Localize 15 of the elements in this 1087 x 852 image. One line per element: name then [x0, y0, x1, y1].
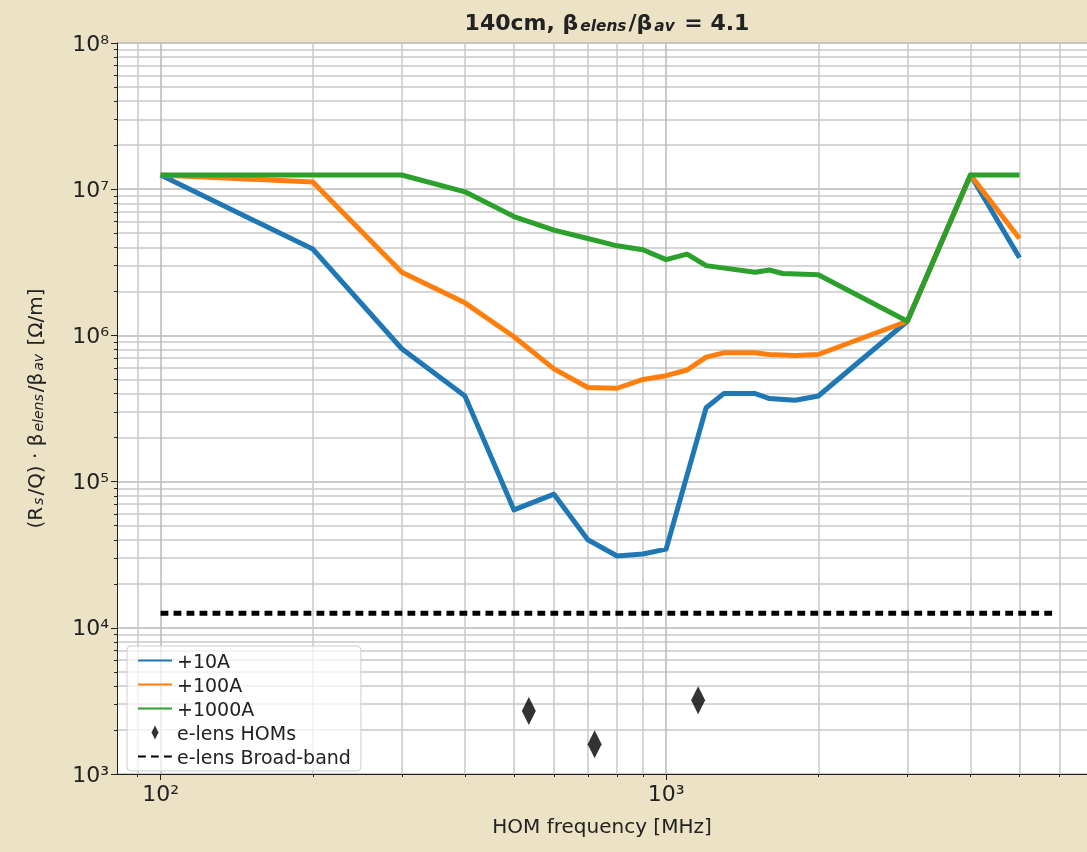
y-tick-label: 10⁷ [72, 176, 109, 202]
y-tick-label: 10⁴ [72, 615, 110, 641]
legend-label: e-lens Broad-band [177, 745, 351, 768]
chart-title: 140cm, βelens/βav = 4.1 [464, 9, 750, 35]
y-axis-title: (Rs/Q) · βelens/βav [Ω/m] [23, 288, 47, 529]
y-tick-label: 10⁸ [72, 30, 110, 56]
y-tick-label: 10³ [72, 761, 109, 787]
legend-label: e-lens HOMs [177, 721, 297, 744]
legend-label: +1000A [177, 697, 255, 720]
legend-label: +100A [177, 673, 243, 696]
x-tick-label: 10² [142, 780, 179, 806]
legend-label: +10A [177, 649, 231, 672]
x-axis-title: HOM frequency [MHz] [492, 814, 712, 838]
y-tick-label: 10⁶ [72, 322, 110, 348]
y-tick-label: 10⁵ [72, 469, 109, 495]
